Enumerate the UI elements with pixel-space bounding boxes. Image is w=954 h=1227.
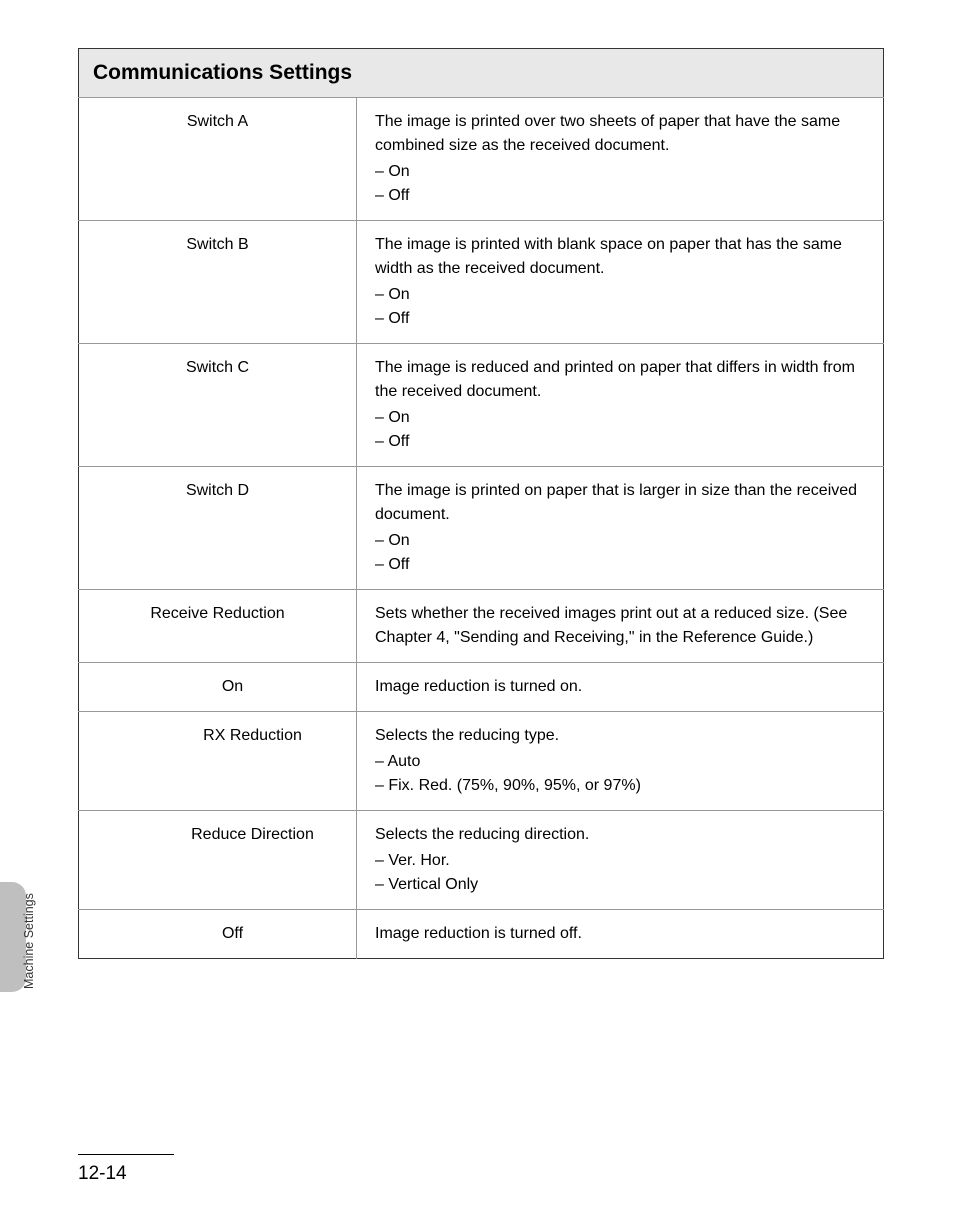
option-item: On: [375, 160, 867, 184]
table-row: Reduce DirectionSelects the reducing dir…: [79, 811, 884, 910]
row-description: Selects the reducing type. AutoFix. Red. …: [357, 712, 884, 811]
option-item: Off: [375, 430, 867, 454]
row-label: Receive Reduction: [79, 590, 357, 663]
communications-settings-table: Communications Settings Switch A The imag…: [78, 48, 884, 959]
table-header: Communications Settings: [79, 49, 884, 98]
description-text: The image is printed on paper that is la…: [375, 482, 857, 523]
row-description: The image is printed with blank space on…: [357, 221, 884, 344]
table-row: Switch B The image is printed with blank …: [79, 221, 884, 344]
description-text: Image reduction is turned off.: [375, 925, 582, 942]
option-item: Ver. Hor.: [375, 849, 867, 873]
row-label: RX Reduction: [79, 712, 357, 811]
row-description: Image reduction is turned off.: [357, 910, 884, 959]
option-list: OnOff: [375, 160, 867, 208]
description-text: Sets whether the received images print o…: [375, 605, 847, 646]
row-description: The image is printed on paper that is la…: [357, 467, 884, 590]
option-item: On: [375, 529, 867, 553]
row-label: Off: [79, 910, 357, 959]
table-row: Off Image reduction is turned off.: [79, 910, 884, 959]
table-row: Switch D The image is printed on paper th…: [79, 467, 884, 590]
option-list: OnOff: [375, 283, 867, 331]
option-list: Ver. Hor.Vertical Only: [375, 849, 867, 897]
description-text: The image is reduced and printed on pape…: [375, 359, 855, 400]
row-label: Switch D: [79, 467, 357, 590]
table-row: Switch A The image is printed over two sh…: [79, 98, 884, 221]
option-item: On: [375, 406, 867, 430]
option-item: Fix. Red. (75%, 90%, 95%, or 97%): [375, 774, 867, 798]
row-label: Switch C: [79, 344, 357, 467]
description-text: Selects the reducing type.: [375, 727, 559, 744]
option-item: On: [375, 283, 867, 307]
table-row: RX Reduction Selects the reducing type. Au…: [79, 712, 884, 811]
option-item: Off: [375, 184, 867, 208]
option-list: OnOff: [375, 406, 867, 454]
table-row: Receive Reduction Sets whether the receiv…: [79, 590, 884, 663]
chapter-label: Machine Settings: [22, 893, 36, 989]
description-text: The image is printed with blank space on…: [375, 236, 842, 277]
row-description: The image is reduced and printed on pape…: [357, 344, 884, 467]
row-label: On: [79, 663, 357, 712]
row-description: Sets whether the received images print o…: [357, 590, 884, 663]
option-list: AutoFix. Red. (75%, 90%, 95%, or 97%): [375, 750, 867, 798]
description-text: Selects the reducing direction.: [375, 826, 589, 843]
row-description: Image reduction is turned on.: [357, 663, 884, 712]
footer-rule: [78, 1154, 174, 1155]
page-number: 12-14: [78, 1163, 127, 1185]
option-item: Vertical Only: [375, 873, 867, 897]
description-text: The image is printed over two sheets of …: [375, 113, 840, 154]
row-label: Reduce Direction: [79, 811, 357, 910]
option-item: Auto: [375, 750, 867, 774]
row-label: Switch B: [79, 221, 357, 344]
row-label: Switch A: [79, 98, 357, 221]
description-text: Image reduction is turned on.: [375, 678, 582, 695]
row-description: Selects the reducing direction. Ver. Hor.…: [357, 811, 884, 910]
row-description: The image is printed over two sheets of …: [357, 98, 884, 221]
option-item: Off: [375, 307, 867, 331]
option-list: OnOff: [375, 529, 867, 577]
option-item: Off: [375, 553, 867, 577]
table-row: On Image reduction is turned on.: [79, 663, 884, 712]
table-row: Switch C The image is reduced and printed…: [79, 344, 884, 467]
page-frame: Communications Settings Switch A The imag…: [78, 48, 884, 1168]
